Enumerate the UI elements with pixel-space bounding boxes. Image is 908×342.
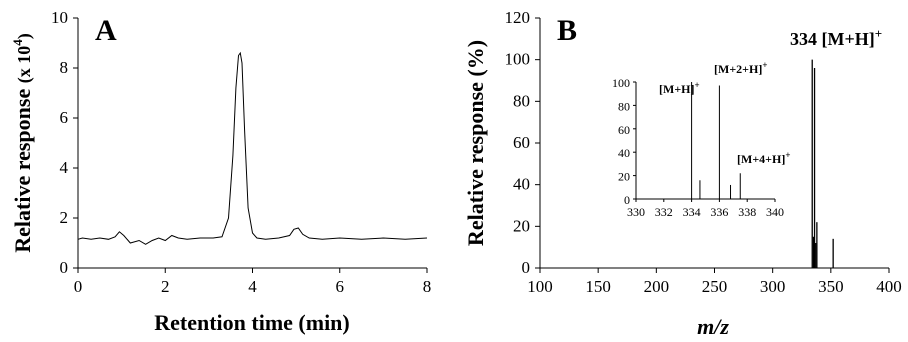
panel-b-y-tick-label: 60 (513, 133, 530, 152)
panel-b-x-tick-label: 150 (585, 277, 611, 296)
panel-b-y-axis-label: Relative response (%) (463, 40, 488, 246)
panel-b-y-tick-label: 100 (505, 50, 531, 69)
panel-a-y-tick-label: 4 (60, 158, 69, 177)
inset-ann-3-text: [M+4+H] (737, 152, 785, 166)
main-peak-charge: + (875, 26, 882, 41)
chromatogram-trace (77, 51, 428, 245)
inset-x-tick-label: 340 (766, 205, 784, 219)
panel-a-x-tick-label: 4 (248, 277, 257, 296)
panel-a-y-label-exponent: 4 (10, 39, 25, 46)
inset-x-tick-label: 334 (683, 205, 701, 219)
panel-a-y-label-main: Relative response (10, 89, 35, 253)
panel-b-x-tick-label: 100 (527, 277, 553, 296)
inset-ann-3-charge: + (785, 150, 790, 160)
inset-x-tick-label: 330 (627, 205, 645, 219)
inset-y-tick-label: 100 (612, 76, 630, 90)
panel-a-y-ticks: 0 2 4 6 8 10 (51, 8, 78, 277)
panel-a-y-axis-label: Relative response (x 104) (10, 33, 35, 252)
panel-b-spectrum-peaks (811, 59, 834, 268)
panel-b-x-tick-label: 350 (818, 277, 844, 296)
inset-annotation-m4-h: [M+4+H]+ (737, 150, 790, 166)
panel-b-label: B (557, 14, 577, 47)
inset-ann-2-charge: + (762, 60, 767, 70)
inset-y-tick-label: 60 (618, 123, 630, 137)
panel-b-y-tick-label: 80 (513, 91, 530, 110)
panel-b-x-ticks: 100 150 200 250 300 350 400 (527, 268, 902, 296)
panel-b-y-tick-label: 0 (522, 258, 531, 277)
inset-x-ticks: 330 332 334 336 338 340 (627, 199, 784, 219)
panel-a-y-tick-label: 2 (60, 208, 69, 227)
panel-a-chromatogram: A 0 2 4 6 8 10 0 2 4 6 8 Retention time (min) Rel… (10, 8, 431, 335)
panel-b-x-tick-label: 250 (702, 277, 728, 296)
panel-b-y-ticks: 0 20 40 60 80 100 120 (505, 8, 540, 277)
inset-y-tick-label: 80 (618, 99, 630, 113)
panel-a-x-ticks: 0 2 4 6 8 (74, 268, 432, 296)
panel-b-x-axis-label: m/z (697, 314, 729, 339)
panel-a-x-tick-label: 2 (161, 277, 170, 296)
panel-b-x-tick-label: 300 (760, 277, 786, 296)
panel-a-x-tick-label: 0 (74, 277, 83, 296)
inset-y-tick-label: 20 (618, 170, 630, 184)
inset-y-tick-label: 40 (618, 146, 630, 160)
inset-x-tick-label: 336 (710, 205, 728, 219)
panel-a-x-tick-label: 8 (423, 277, 432, 296)
panel-a-y-label-close: ) (14, 33, 35, 39)
inset-annotation-m2-h: [M+2+H]+ (714, 60, 767, 76)
panel-a-y-tick-label: 8 (60, 58, 69, 77)
main-peak-mz: 334 (790, 29, 817, 49)
panel-a-x-axis-label: Retention time (min) (154, 310, 350, 335)
panel-b-x-tick-label: 400 (876, 277, 902, 296)
panel-b-x-tick-label: 200 (644, 277, 670, 296)
inset-y-tick-label: 0 (624, 193, 630, 207)
inset-peaks (691, 82, 741, 199)
inset-annotation-m-h: [M+H]+ (659, 80, 700, 96)
panel-a-y-tick-label: 10 (51, 8, 68, 27)
panel-a-y-label-unit: (x 10 (14, 46, 35, 84)
panel-b-y-tick-label: 120 (505, 8, 531, 27)
main-peak-annotation: 334 [M+H]+ (790, 26, 882, 49)
panel-b-y-tick-label: 40 (513, 175, 530, 194)
inset-y-ticks: 0 20 40 60 80 100 (612, 76, 636, 207)
panel-a-x-tick-label: 6 (336, 277, 345, 296)
inset-ann-1-text: [M+H] (659, 82, 695, 96)
inset-ann-1-charge: + (695, 80, 700, 90)
inset-x-tick-label: 332 (655, 205, 673, 219)
panel-a-y-tick-label: 0 (60, 258, 69, 277)
panel-a-y-tick-label: 6 (60, 108, 69, 127)
panel-a-label: A (95, 14, 117, 47)
inset-x-tick-label: 338 (738, 205, 756, 219)
inset-ann-2-text: [M+2+H] (714, 62, 762, 76)
panel-b-y-tick-label: 20 (513, 216, 530, 235)
main-peak-ion: [M+H] (822, 29, 875, 49)
